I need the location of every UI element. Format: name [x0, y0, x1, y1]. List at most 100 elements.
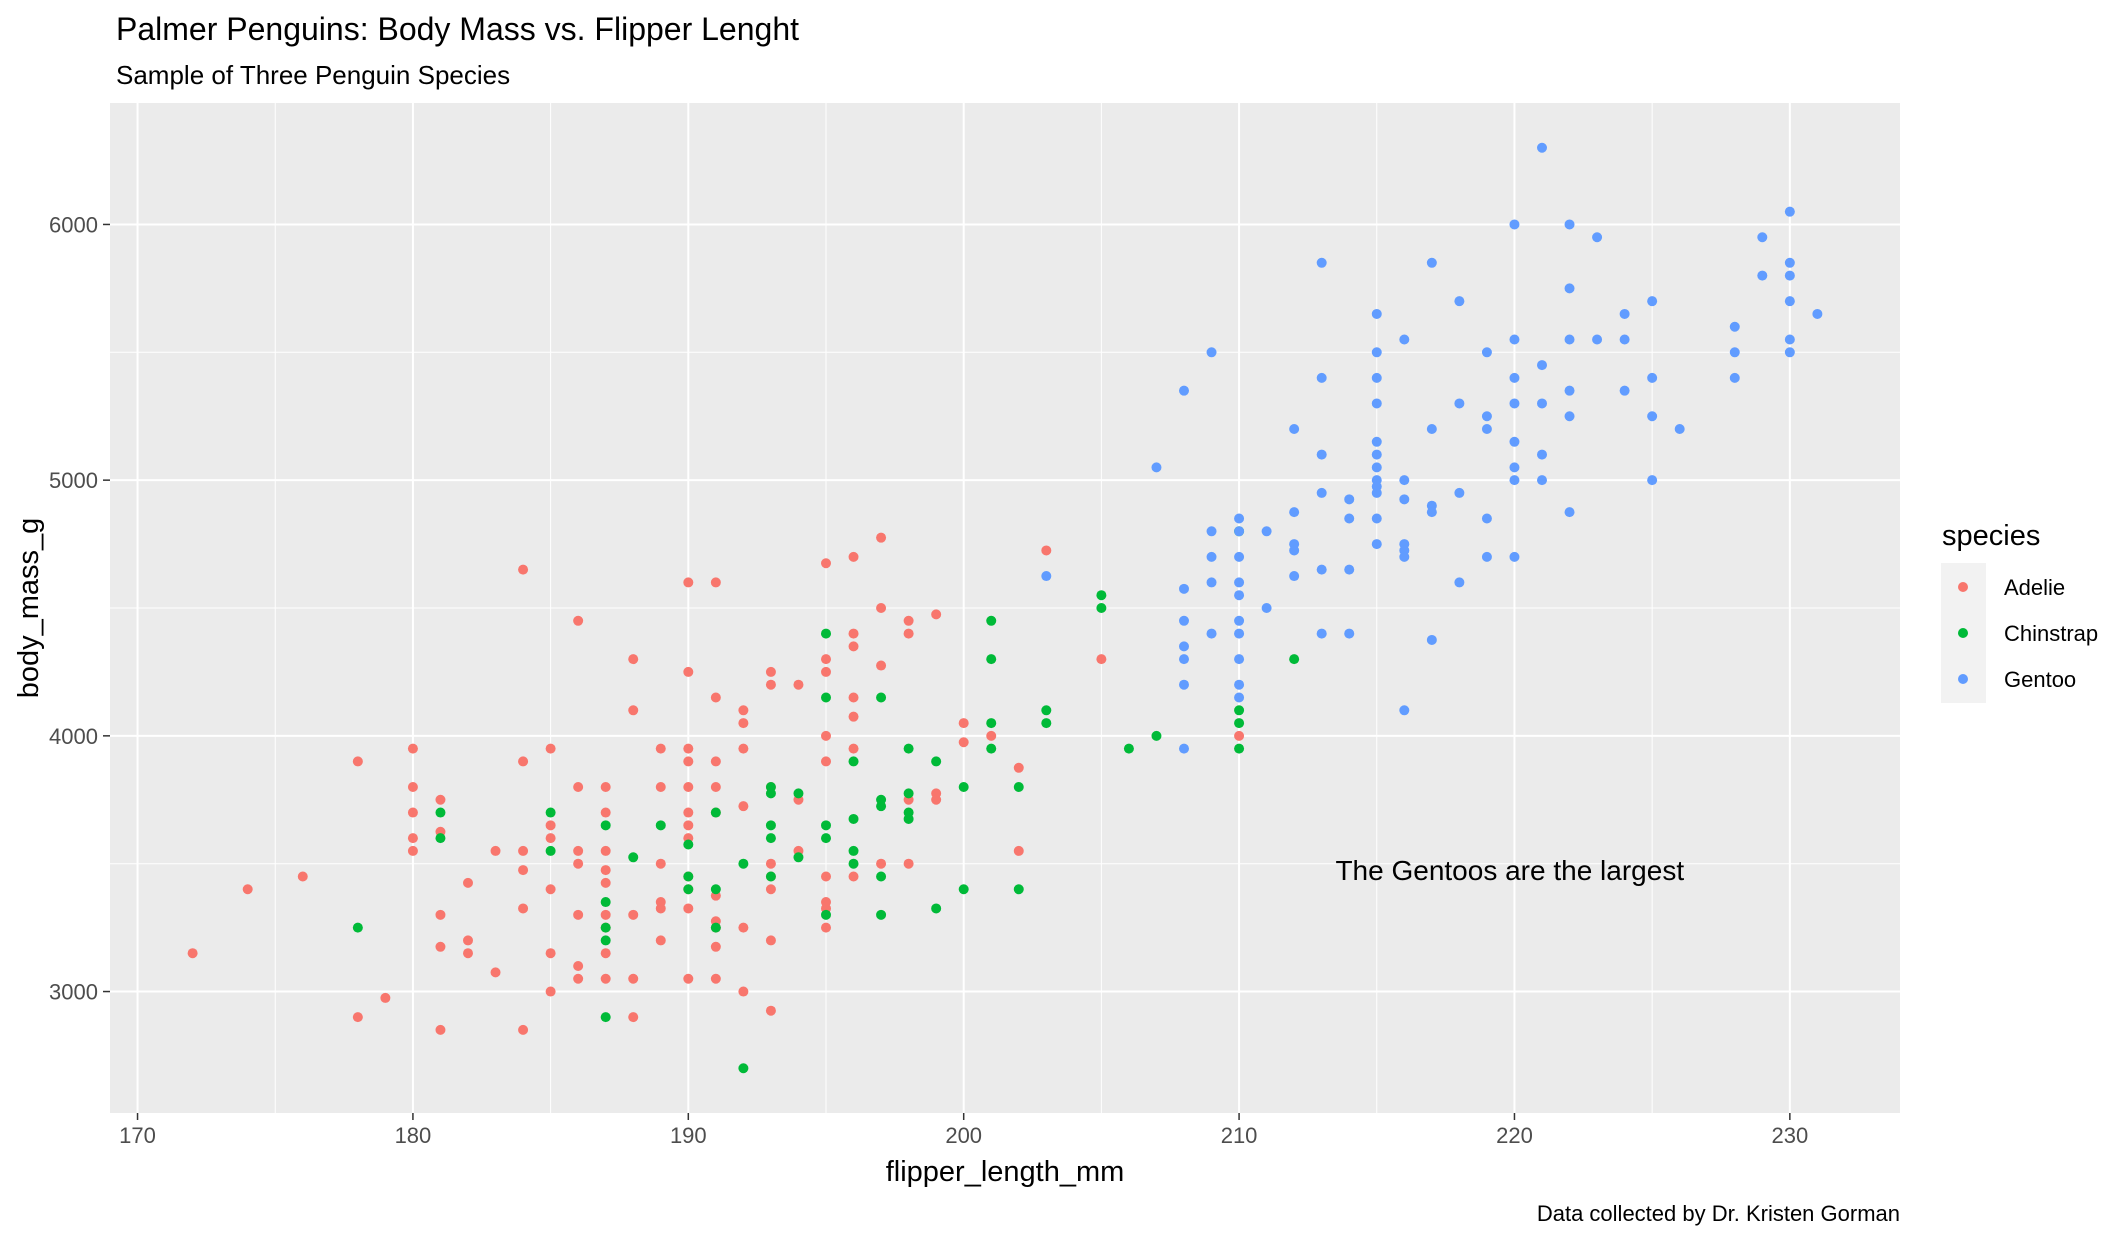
- data-point-adelie: [738, 922, 749, 933]
- data-point-chinstrap: [765, 871, 776, 882]
- legend-label-adelie: Adelie: [2004, 575, 2065, 600]
- data-point-gentoo: [1757, 270, 1768, 281]
- data-point-gentoo: [1564, 411, 1575, 422]
- data-point-adelie: [628, 705, 639, 716]
- data-point-chinstrap: [821, 628, 831, 639]
- data-point-gentoo: [1509, 334, 1520, 345]
- data-point-gentoo: [1426, 507, 1437, 518]
- grid-lines: [110, 103, 1900, 1113]
- data-point-gentoo: [1426, 424, 1437, 435]
- data-point-gentoo: [1179, 641, 1189, 652]
- data-point-gentoo: [1537, 449, 1547, 460]
- data-point-adelie: [710, 577, 721, 588]
- data-point-adelie: [738, 743, 749, 754]
- data-point-adelie: [407, 845, 418, 856]
- data-point-adelie: [435, 1024, 446, 1035]
- data-point-adelie: [710, 941, 721, 952]
- y-tick-label: 3000: [49, 980, 98, 1005]
- chart-title: Palmer Penguins: Body Mass vs. Flipper L…: [116, 11, 799, 47]
- data-point-adelie: [463, 948, 473, 959]
- data-point-adelie: [463, 877, 473, 888]
- data-point-chinstrap: [793, 852, 804, 863]
- legend-label-chinstrap: Chinstrap: [2004, 621, 2098, 646]
- data-point-adelie: [545, 743, 556, 754]
- data-point-adelie: [876, 603, 887, 613]
- data-point-gentoo: [1647, 296, 1658, 307]
- data-point-adelie: [628, 654, 639, 665]
- data-point-chinstrap: [710, 922, 721, 933]
- data-point-gentoo: [1206, 526, 1217, 537]
- x-tick-label: 230: [1771, 1123, 1808, 1148]
- data-point-adelie: [407, 807, 418, 818]
- data-point-chinstrap: [683, 884, 694, 895]
- data-point-chinstrap: [600, 820, 611, 831]
- data-point-gentoo: [1289, 571, 1300, 582]
- data-point-gentoo: [1289, 424, 1300, 435]
- data-point-chinstrap: [848, 756, 859, 767]
- data-point-adelie: [490, 967, 501, 978]
- data-point-gentoo: [1206, 551, 1217, 562]
- data-points: [187, 142, 1823, 1074]
- data-point-adelie: [545, 986, 556, 997]
- data-point-adelie: [655, 781, 666, 792]
- data-point-gentoo: [1812, 308, 1823, 319]
- data-point-adelie: [876, 660, 887, 671]
- data-point-adelie: [573, 781, 584, 792]
- data-point-adelie: [848, 711, 859, 722]
- data-point-adelie: [683, 666, 694, 677]
- data-point-gentoo: [1564, 283, 1575, 294]
- data-point-gentoo: [1371, 539, 1382, 550]
- data-point-gentoo: [1344, 513, 1355, 524]
- data-point-gentoo: [1234, 679, 1245, 690]
- data-point-adelie: [518, 756, 529, 767]
- data-point-adelie: [352, 1012, 363, 1023]
- data-point-adelie: [931, 609, 942, 620]
- data-point-gentoo: [1371, 513, 1382, 524]
- data-point-chinstrap: [1096, 603, 1107, 613]
- data-point-gentoo: [1481, 411, 1492, 422]
- data-point-chinstrap: [683, 871, 694, 882]
- data-point-adelie: [573, 960, 584, 971]
- data-point-adelie: [518, 903, 529, 914]
- data-point-adelie: [187, 948, 198, 959]
- data-point-adelie: [848, 641, 859, 652]
- data-point-chinstrap: [683, 839, 694, 850]
- data-point-adelie: [573, 909, 584, 920]
- data-point-gentoo: [1537, 360, 1547, 371]
- data-point-adelie: [765, 679, 776, 690]
- data-point-gentoo: [1481, 513, 1492, 524]
- data-point-gentoo: [1509, 462, 1520, 473]
- data-point-chinstrap: [876, 801, 887, 812]
- data-point-gentoo: [1234, 590, 1245, 601]
- data-point-gentoo: [1179, 743, 1189, 754]
- data-point-adelie: [518, 1024, 529, 1035]
- data-point-adelie: [821, 871, 831, 882]
- legend-label-gentoo: Gentoo: [2004, 667, 2076, 692]
- data-point-gentoo: [1509, 436, 1520, 447]
- y-tick-label: 4000: [49, 724, 98, 749]
- data-point-adelie: [600, 781, 611, 792]
- data-point-adelie: [573, 845, 584, 856]
- data-point-adelie: [545, 948, 556, 959]
- x-axis: 170 180 190 200 210 220 230: [119, 1113, 1808, 1148]
- legend: species Adelie Chinstrap Gentoo: [1941, 520, 2098, 703]
- data-point-gentoo: [1619, 334, 1630, 345]
- data-point-adelie: [407, 781, 418, 792]
- data-point-gentoo: [1151, 462, 1162, 473]
- data-point-adelie: [848, 628, 859, 639]
- data-point-adelie: [600, 865, 611, 876]
- data-point-gentoo: [1537, 475, 1547, 486]
- data-point-adelie: [903, 858, 914, 869]
- data-point-adelie: [821, 666, 831, 677]
- data-point-gentoo: [1179, 679, 1189, 690]
- data-point-chinstrap: [1013, 884, 1024, 895]
- data-point-adelie: [958, 718, 969, 729]
- data-point-adelie: [573, 858, 584, 869]
- x-tick-label: 200: [945, 1123, 982, 1148]
- data-point-adelie: [710, 692, 721, 703]
- data-point-adelie: [765, 1005, 776, 1016]
- data-point-adelie: [738, 986, 749, 997]
- data-point-adelie: [1013, 762, 1024, 773]
- data-point-adelie: [1234, 730, 1245, 741]
- data-point-chinstrap: [435, 807, 446, 818]
